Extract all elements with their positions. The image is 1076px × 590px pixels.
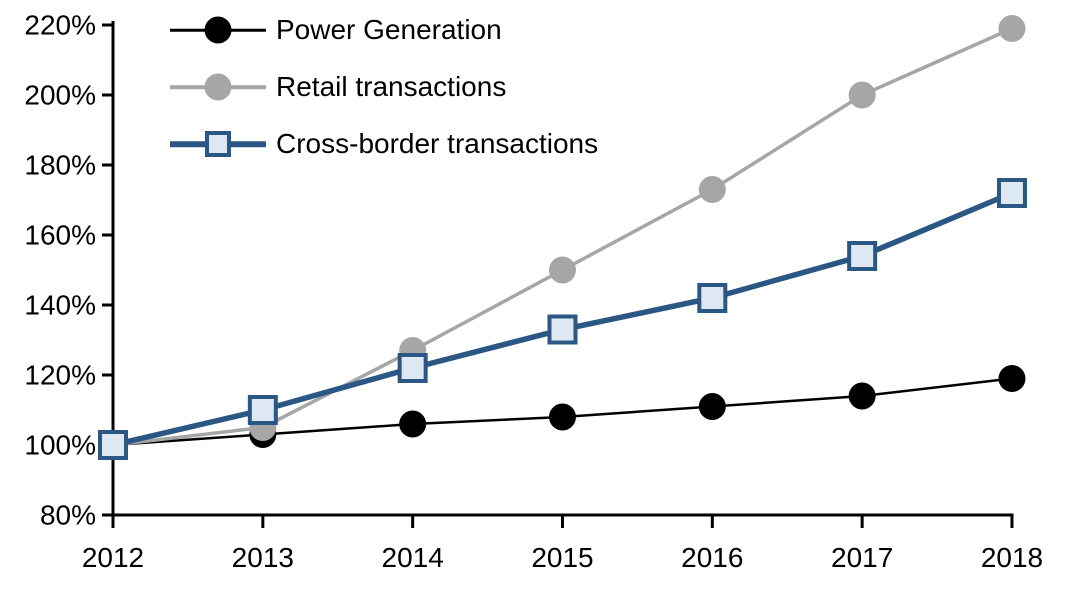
data-point-marker-power-generation	[399, 410, 427, 438]
data-point-marker-cross-border-transactions	[98, 430, 128, 460]
x-tick-label: 2018	[981, 542, 1043, 573]
data-point-marker-cross-border-transactions	[547, 314, 578, 345]
y-tick-label: 140%	[24, 290, 96, 321]
x-tick-label: 2017	[831, 542, 893, 573]
legend-key-power-generation	[170, 8, 266, 52]
data-point-marker-cross-border-transactions	[397, 353, 428, 383]
legend-label: Cross-border transactions	[276, 128, 599, 159]
legend-circle-marker-icon	[204, 16, 232, 44]
x-tick-label: 2012	[82, 542, 144, 573]
data-point-marker-cross-border-transactions	[697, 283, 728, 313]
y-tick-label: 200%	[24, 80, 96, 111]
data-point-marker-retail-transactions	[698, 176, 726, 203]
data-point-marker-retail-transactions	[548, 256, 576, 284]
y-tick-label: 180%	[24, 150, 96, 181]
data-point-marker-power-generation	[548, 403, 576, 431]
legend-item-cross-border-transactions: Cross-border transactions	[170, 122, 598, 166]
legend-square-marker-icon	[205, 131, 231, 157]
legend: Power Generation Retail transactions Cross…	[170, 8, 598, 179]
x-tick-label: 2016	[681, 542, 743, 573]
legend-item-retail-transactions: Retail transactions	[170, 65, 598, 109]
y-tick-label: 220%	[24, 10, 96, 41]
legend-label: Power Generation	[276, 14, 502, 45]
y-tick-label: 80%	[40, 500, 96, 531]
legend-item-power-generation: Power Generation	[170, 8, 598, 52]
y-tick-label: 120%	[24, 360, 96, 391]
data-point-marker-power-generation	[848, 382, 876, 410]
data-point-marker-cross-border-transactions	[847, 241, 878, 271]
data-point-marker-retail-transactions	[998, 15, 1026, 42]
data-point-marker-power-generation	[698, 393, 726, 420]
data-point-marker-cross-border-transactions	[996, 178, 1027, 208]
legend-key-cross-border-transactions	[170, 122, 266, 166]
x-tick-label: 2014	[382, 542, 444, 573]
y-tick-label: 100%	[24, 430, 96, 461]
data-point-marker-retail-transactions	[848, 81, 876, 109]
x-tick-label: 2013	[232, 542, 294, 573]
x-tick-label: 2015	[531, 542, 593, 573]
legend-circle-marker-icon	[204, 73, 232, 101]
data-point-marker-power-generation	[998, 365, 1026, 392]
y-tick-label: 160%	[24, 220, 96, 251]
data-point-marker-cross-border-transactions	[247, 395, 278, 425]
legend-key-retail-transactions	[170, 65, 266, 109]
legend-label: Retail transactions	[276, 71, 507, 102]
